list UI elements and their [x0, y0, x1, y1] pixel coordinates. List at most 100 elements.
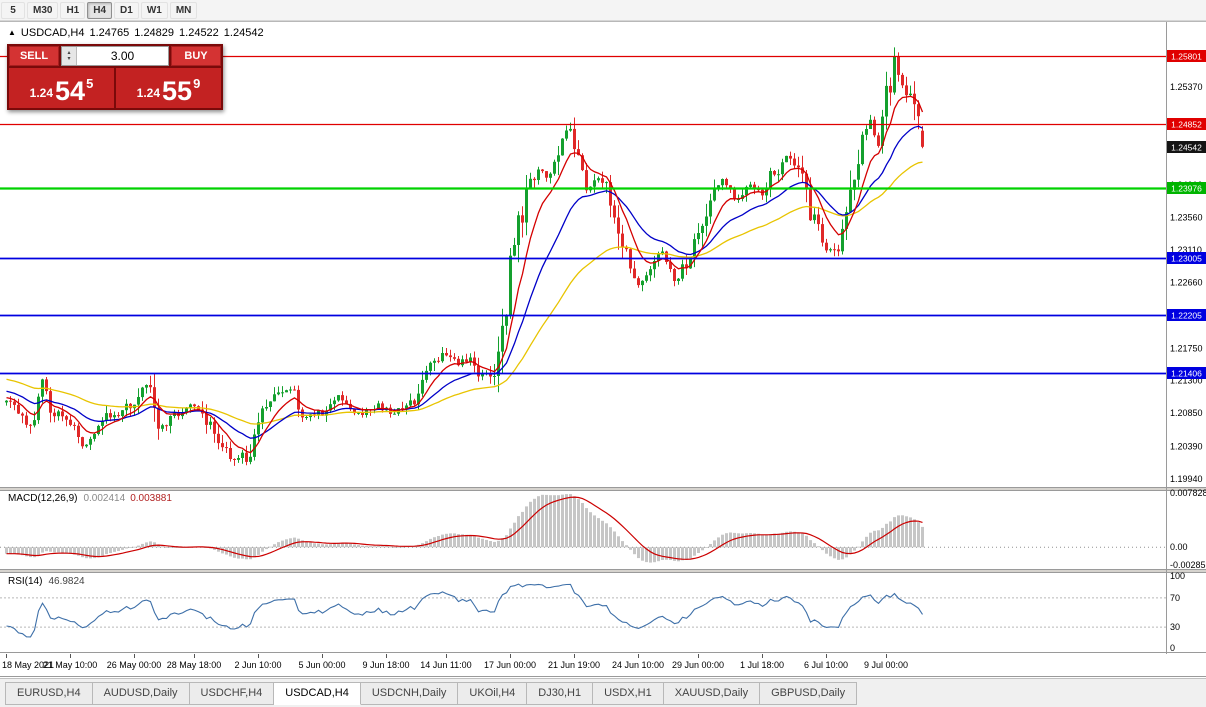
tab-audusd-daily[interactable]: AUDUSD,Daily [92, 682, 190, 705]
tab-gbpusd-daily[interactable]: GBPUSD,Daily [760, 682, 858, 705]
macd-histogram-bar [785, 531, 788, 548]
candle-body [457, 358, 460, 366]
macd-histogram-bar [325, 544, 328, 548]
macd-histogram-bar [49, 547, 52, 552]
timeframe-button-m30[interactable]: M30 [27, 1, 59, 19]
one-click-collapse-icon[interactable]: ▲ [8, 28, 16, 37]
candle-body [553, 161, 556, 174]
candle-body [89, 438, 92, 445]
timeframe-button-w1[interactable]: W1 [140, 1, 168, 19]
tab-usdcad-h4[interactable]: USDCAD,H4 [274, 682, 361, 705]
candle-body [905, 85, 908, 96]
candle-body [301, 409, 304, 418]
candle-body [793, 158, 796, 166]
macd-histogram-bar [37, 547, 40, 556]
candle-body [477, 365, 480, 377]
macd-histogram-bar [41, 547, 44, 553]
tab-usdchf-h4[interactable]: USDCHF,H4 [189, 682, 275, 705]
macd-signal-value: 0.003881 [130, 493, 172, 504]
macd-histogram-bar [457, 534, 460, 548]
candle-body [721, 179, 724, 186]
candle-body [845, 212, 848, 229]
macd-histogram-bar [497, 540, 500, 548]
candle-body [145, 385, 148, 388]
macd-histogram-bar [57, 547, 60, 553]
macd-histogram-bar [141, 543, 144, 548]
sell-button[interactable]: SELL [9, 46, 59, 66]
tab-xauusd-daily[interactable]: XAUUSD,Daily [663, 682, 761, 705]
macd-histogram-bar [365, 545, 368, 548]
macd-histogram-bar [689, 547, 692, 559]
macd-histogram-bar [845, 547, 848, 558]
macd-histogram-bar [549, 495, 552, 548]
buy-button[interactable]: BUY [171, 46, 221, 66]
candle-body [349, 403, 352, 410]
macd-histogram-bar [477, 537, 480, 548]
macd-histogram-bar [577, 499, 580, 548]
macd-histogram-bar [341, 542, 344, 548]
macd-histogram-bar [261, 547, 264, 552]
buy-price-base: 1.24 [136, 86, 161, 100]
candle-body [113, 415, 116, 418]
candle-body [49, 391, 52, 413]
macd-histogram-bar [733, 532, 736, 548]
macd-histogram-bar [729, 532, 732, 548]
macd-histogram-bar [605, 523, 608, 548]
macd-histogram-bar [521, 511, 524, 548]
candle-body [481, 373, 484, 377]
candle-body [545, 171, 548, 178]
candle-body [341, 395, 344, 401]
candle-body [597, 178, 600, 181]
candle-body [337, 395, 340, 401]
volume-spinner-icon[interactable]: ▴ ▾ [62, 47, 77, 65]
candle-body [565, 130, 568, 139]
timeframe-button-h1[interactable]: H1 [60, 1, 86, 19]
price-level-badge-text: 1.23005 [1171, 254, 1202, 264]
tab-usdcnh-daily[interactable]: USDCNH,Daily [360, 682, 459, 705]
candle-body [241, 452, 244, 458]
candle-body [681, 264, 684, 279]
candle-body [605, 182, 608, 184]
macd-histogram-bar [465, 534, 468, 548]
macd-histogram-bar [345, 542, 348, 548]
candle-body [821, 224, 824, 243]
tab-ukoil-h4[interactable]: UKOil,H4 [458, 682, 528, 705]
tab-usdx-h1[interactable]: USDX,H1 [593, 682, 664, 705]
buy-price-display[interactable]: 1.24 55 9 [116, 68, 221, 108]
time-axis-label: 28 May 18:00 [167, 660, 222, 670]
candle-body [65, 416, 68, 420]
candle-body [5, 400, 8, 403]
macd-histogram-bar [645, 547, 648, 563]
sell-price-display[interactable]: 1.24 54 5 [9, 68, 114, 108]
macd-histogram-bar [237, 547, 240, 559]
tab-dj30-h1[interactable]: DJ30,H1 [527, 682, 594, 705]
candle-body [397, 408, 400, 414]
tab-eurusd-h4[interactable]: EURUSD,H4 [5, 682, 93, 705]
candle-body [613, 205, 616, 218]
candle-body [229, 448, 232, 459]
time-axis-label: 18 May 2021 [2, 660, 54, 670]
volume-input[interactable] [77, 47, 168, 65]
candle-body [353, 409, 356, 414]
timeframe-button-mn[interactable]: MN [169, 1, 198, 19]
candle-body [909, 93, 912, 96]
macd-histogram-bar [117, 547, 120, 551]
macd-histogram-bar [657, 547, 660, 562]
timeframe-button-5[interactable]: 5 [1, 1, 25, 19]
price-axis-label: 1.20850 [1170, 408, 1203, 418]
macd-histogram-bar [69, 547, 72, 554]
pane-separator[interactable] [0, 569, 1206, 573]
macd-histogram-bar [625, 545, 628, 548]
candle-body [469, 357, 472, 362]
candle-body [633, 268, 636, 279]
timeframe-button-h4[interactable]: H4 [87, 1, 113, 19]
macd-histogram-bar [177, 547, 180, 548]
time-axis-label: 1 Jul 18:00 [740, 660, 784, 670]
timeframe-button-d1[interactable]: D1 [114, 1, 139, 19]
macd-histogram-bar [533, 498, 536, 548]
candle-body [117, 415, 120, 417]
pane-separator[interactable] [0, 487, 1206, 491]
macd-histogram-bar [137, 545, 140, 548]
macd-histogram-bar [309, 542, 312, 548]
